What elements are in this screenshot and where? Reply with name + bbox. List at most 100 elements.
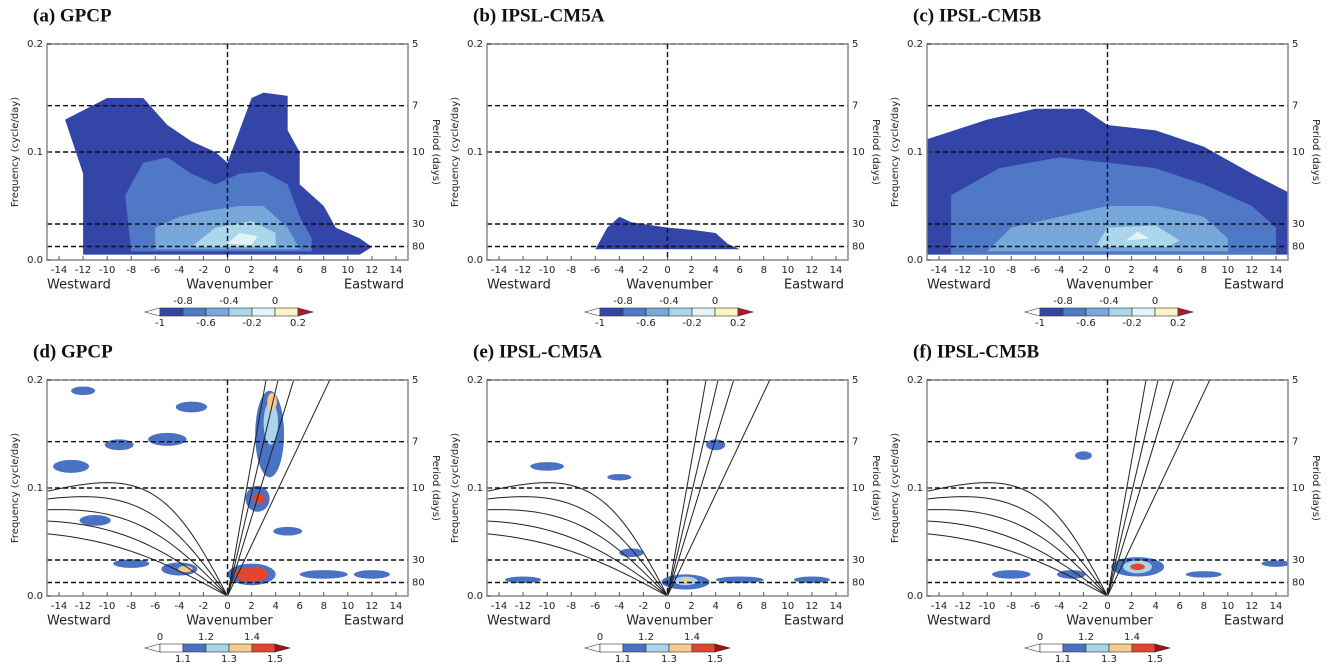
dispersion-curve [227, 380, 331, 596]
colorbar-box [691, 307, 716, 317]
y-tick-label: 0.2 [27, 375, 43, 386]
colorbar-extend [143, 307, 161, 317]
x-tick-label: -10 [539, 601, 555, 612]
x-tick-label: 10 [781, 265, 794, 276]
x-tick-label: -4 [1054, 265, 1064, 276]
y-tick-label: 0.1 [907, 483, 923, 494]
x-tick-label: 14 [830, 601, 843, 612]
colorbar-tick-label: 1.4 [684, 632, 700, 643]
eastward-label: Eastward [784, 614, 844, 629]
x-tick-label: -4 [614, 265, 624, 276]
panel-title: (a) GPCP [33, 5, 112, 26]
x-tick-label: 12 [366, 265, 379, 276]
colorbar-tick-label: 1.1 [615, 654, 631, 665]
colorbar-tick-label: -0.8 [613, 296, 633, 307]
westward-label: Westward [487, 614, 551, 629]
colorbar-tick-label: -0.6 [636, 318, 656, 329]
y-tick-label: 0.1 [27, 483, 43, 494]
x-tick-label: -6 [1030, 601, 1040, 612]
colorbar-box [159, 307, 184, 317]
colorbar-box [1039, 643, 1064, 653]
panel-title: (b) IPSL-CM5A [473, 5, 605, 26]
dispersion-curve [927, 520, 1108, 596]
colorbar-box [251, 643, 276, 653]
x-tick-label: -8 [126, 265, 136, 276]
x-axis-label: Wavenumber [626, 614, 713, 629]
x-tick-label: -12 [75, 265, 91, 276]
x-tick-label: 14 [1270, 265, 1283, 276]
y-axis-label: Frequency (cycle/day) [890, 433, 901, 543]
contour-region [1130, 563, 1145, 571]
contour-region [175, 401, 208, 413]
x-tick-label: -14 [51, 601, 67, 612]
colorbar-tick-label: 1.4 [244, 632, 260, 643]
contour-region [148, 432, 187, 446]
contour-region [113, 559, 150, 568]
x-tick-label: -2 [1078, 601, 1088, 612]
contour-region [252, 493, 265, 505]
x-tick-label: 10 [781, 601, 794, 612]
colorbar-tick-label: 1.5 [1147, 654, 1163, 665]
y2-tick-label: 5 [412, 375, 418, 386]
y2-tick-label: 7 [412, 101, 418, 112]
x-tick-label: 0 [1104, 601, 1110, 612]
y2-axis-label: Period (days) [430, 455, 441, 521]
x-tick-label: 8 [761, 601, 767, 612]
y-tick-label: 0.1 [467, 147, 483, 158]
colorbar-tick-label: -0.4 [659, 296, 679, 307]
westward-label: Westward [47, 614, 111, 629]
colorbar-tick-label: 0 [157, 632, 163, 643]
colorbar-box [668, 307, 693, 317]
x-tick-label: -4 [614, 601, 624, 612]
y2-tick-label: 30 [1292, 219, 1305, 230]
x-tick-label: 8 [1201, 601, 1207, 612]
dispersion-curve [1107, 380, 1175, 596]
colorbar-tick-label: 0 [1152, 296, 1158, 307]
dispersion-curve [1107, 380, 1211, 596]
y2-axis-label: Period (days) [430, 119, 441, 185]
x-tick-label: 14 [830, 265, 843, 276]
contour-region [1075, 451, 1092, 460]
panel-title: (e) IPSL-CM5A [473, 341, 603, 362]
y2-axis-label: Period (days) [1310, 455, 1321, 521]
dispersion-curve [927, 496, 1108, 596]
y-tick-label: 0.0 [467, 591, 483, 602]
y-tick-label: 0.0 [907, 255, 923, 266]
y-tick-label: 0.2 [467, 39, 483, 50]
colorbar-extend [583, 307, 601, 317]
x-axis-label: Wavenumber [186, 614, 273, 629]
colorbar-extend [714, 643, 732, 653]
x-tick-label: 6 [297, 265, 303, 276]
x-tick-label: 4 [272, 601, 278, 612]
y2-tick-label: 80 [1292, 242, 1305, 253]
contour-region [178, 565, 193, 573]
y-tick-label: 0.0 [467, 255, 483, 266]
colorbar-tick-label: -0.8 [173, 296, 193, 307]
x-tick-label: 2 [688, 265, 694, 276]
x-tick-label: -14 [51, 265, 67, 276]
x-tick-label: -10 [979, 601, 995, 612]
dispersion-curve [47, 533, 228, 596]
plot-area [65, 92, 372, 255]
colorbar-box [274, 307, 299, 317]
dispersion-curve [47, 520, 228, 596]
y2-tick-label: 5 [1292, 39, 1298, 50]
westward-label: Westward [487, 278, 551, 293]
eastward-label: Eastward [784, 278, 844, 293]
westward-label: Westward [47, 278, 111, 293]
y-tick-label: 0.2 [27, 39, 43, 50]
y-tick-label: 0.0 [907, 591, 923, 602]
panel-title: (d) GPCP [33, 341, 113, 362]
x-tick-label: 4 [272, 265, 278, 276]
contour-region [991, 570, 1031, 579]
colorbar-extend [1023, 643, 1041, 653]
colorbar-tick-label: 0 [272, 296, 278, 307]
colorbar-tick-label: 1.3 [221, 654, 237, 665]
eastward-label: Eastward [344, 614, 404, 629]
colorbar-tick-label: -0.4 [219, 296, 239, 307]
colorbar-box [1085, 307, 1110, 317]
dispersion-curve [47, 496, 228, 596]
y2-tick-label: 5 [412, 39, 418, 50]
x-tick-label: 2 [248, 265, 254, 276]
